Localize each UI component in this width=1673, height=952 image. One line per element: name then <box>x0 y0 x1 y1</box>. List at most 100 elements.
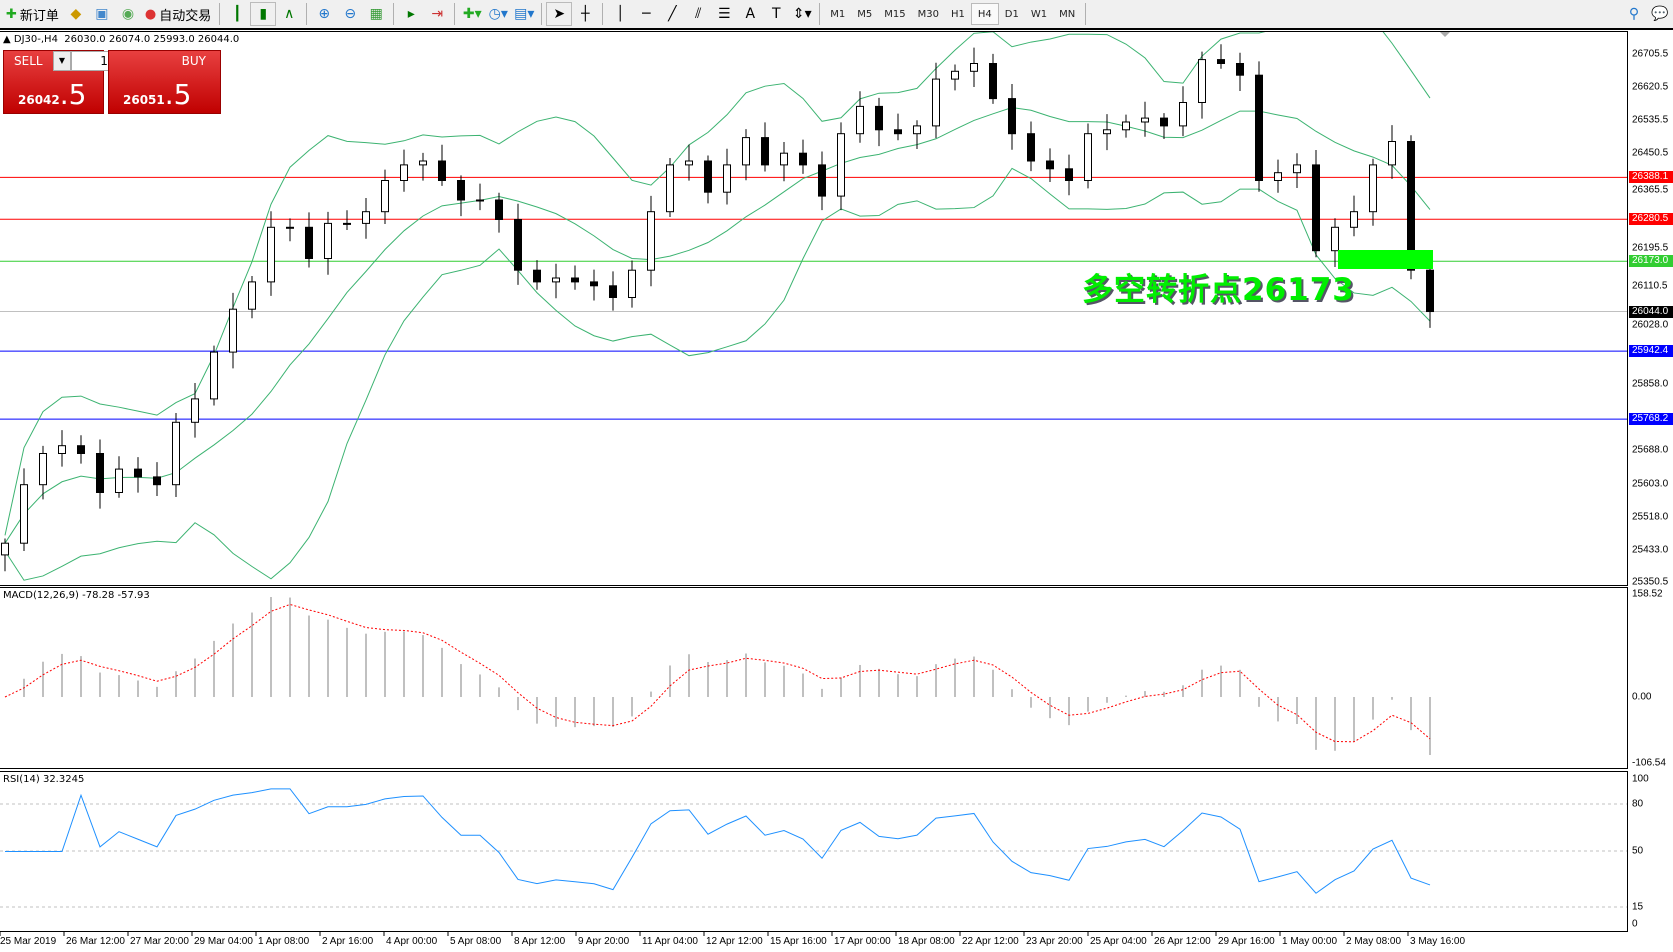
bull-candle <box>191 398 199 423</box>
rsi-axis-label: 15 <box>1632 901 1644 913</box>
text-label-icon[interactable]: T <box>772 6 781 22</box>
bull-candle <box>1103 129 1111 135</box>
bear-candle <box>77 445 85 454</box>
zoom-in-icon[interactable]: ⊕ <box>318 6 331 22</box>
time-axis-label: 27 Mar 20:00 <box>130 936 189 947</box>
bull-candle <box>780 152 788 166</box>
timeframe-m5[interactable]: M5 <box>857 8 873 20</box>
bull-candle <box>1369 164 1377 213</box>
bear-candle <box>457 179 465 201</box>
level-price-tag: 25942.4 <box>1629 345 1673 358</box>
bear-candle <box>305 226 313 259</box>
bollinger-lower <box>4 167 1431 581</box>
bull-candle <box>1 542 9 556</box>
bear-candle <box>1027 133 1035 162</box>
timeframe-h4[interactable]: H4 <box>970 3 999 25</box>
timeframe-bar: M1 M5 M15 M30 H1 H4 D1 W1 MN <box>824 3 1081 25</box>
bollinger-upper <box>4 32 1431 536</box>
horizontal-line-icon[interactable]: ─ <box>642 6 651 22</box>
auto-trading-button[interactable]: ● 自动交易 <box>144 6 212 24</box>
text-icon[interactable]: A <box>745 6 756 22</box>
chart-shift-icon[interactable]: ▸ <box>407 6 415 22</box>
bull-candle <box>324 222 332 259</box>
search-icon[interactable]: ⚲ <box>1628 6 1640 22</box>
price-axis-label: 26110.5 <box>1632 280 1668 292</box>
buy-button[interactable]: BUY 26051.5 <box>108 50 221 114</box>
channel-icon[interactable]: ⫽ <box>695 6 702 22</box>
vertical-line-icon[interactable]: │ <box>616 6 625 22</box>
bear-candle <box>1255 74 1263 181</box>
chat-icon[interactable]: 💬 <box>1651 6 1669 22</box>
indicators-icon[interactable]: ✚▾ <box>462 6 482 22</box>
macd-panel <box>0 587 1628 769</box>
bear-candle <box>533 269 541 283</box>
fibonacci-icon[interactable]: ☰ <box>718 6 731 22</box>
bear-candle <box>894 129 902 135</box>
bear-candle <box>1008 98 1016 135</box>
time-axis-label: 5 Apr 08:00 <box>450 936 502 947</box>
rsi-axis-label: 50 <box>1632 845 1644 857</box>
crosshair-icon[interactable]: ┼ <box>581 6 590 22</box>
pivot-zone-rectangle[interactable] <box>1338 250 1433 269</box>
time-axis-label: 1 Apr 08:00 <box>258 936 310 947</box>
bull-candle <box>1084 133 1092 181</box>
time-axis-label: 1 May 00:00 <box>1282 936 1338 947</box>
bear-candle <box>134 468 142 478</box>
cursor-icon[interactable]: ➤ <box>546 2 573 26</box>
bear-candle <box>761 137 769 166</box>
collapse-arrow-icon[interactable]: ▲ <box>3 34 11 45</box>
lot-decrease-button[interactable]: ▼ <box>53 51 71 71</box>
bull-candle <box>1179 101 1187 127</box>
trendline-icon[interactable]: ╱ <box>668 6 677 22</box>
price-axis-label: 25858.0 <box>1632 378 1669 390</box>
line-chart-icon[interactable]: ∧ <box>284 6 295 22</box>
bull-candle <box>1274 172 1282 181</box>
timeframe-m30[interactable]: M30 <box>917 8 939 20</box>
tile-windows-icon[interactable]: ▦ <box>369 6 383 22</box>
autoscroll-icon[interactable]: ⇥ <box>431 6 444 22</box>
new-order-button[interactable]: ✚ 新订单 <box>6 6 59 24</box>
signals-icon[interactable]: ◉ <box>121 6 135 22</box>
bull-candle <box>20 484 28 544</box>
bear-candle <box>1407 140 1415 271</box>
level-price-tag: 25768.2 <box>1629 413 1673 426</box>
rsi-axis-label: 80 <box>1632 798 1644 810</box>
zoom-out-icon[interactable]: ⊖ <box>344 6 357 22</box>
time-axis-label: 8 Apr 12:00 <box>514 936 566 947</box>
timeframe-d1[interactable]: D1 <box>1004 8 1019 20</box>
periods-icon[interactable]: ◷▾ <box>488 6 508 22</box>
bull-candle <box>172 421 180 486</box>
timeframe-h1[interactable]: H1 <box>951 8 965 20</box>
bull-candle <box>210 351 218 400</box>
time-axis-label: 26 Mar 12:00 <box>66 936 125 947</box>
chart-shift-marker-icon <box>1440 32 1450 37</box>
timeframe-m15[interactable]: M15 <box>884 8 906 20</box>
candlestick-icon[interactable]: ▮ <box>250 2 277 26</box>
bull-candle <box>837 133 845 197</box>
new-order-icon: ✚ <box>6 6 17 22</box>
bar-chart-icon[interactable]: ┃ <box>233 6 242 22</box>
terminal-icon[interactable]: ▣ <box>95 6 109 22</box>
templates-icon[interactable]: ▤▾ <box>514 6 535 22</box>
time-axis-label: 22 Apr 12:00 <box>962 936 1019 947</box>
bull-candle <box>723 164 731 193</box>
bull-candle <box>628 269 636 298</box>
history-icon[interactable]: ◆ <box>70 6 82 22</box>
bull-candle <box>400 164 408 181</box>
bull-candle <box>685 160 693 166</box>
bull-candle <box>1331 226 1339 252</box>
bear-candle <box>1065 168 1073 181</box>
timeframe-w1[interactable]: W1 <box>1030 8 1048 20</box>
bull-candle <box>1350 211 1358 228</box>
bull-candle <box>248 281 256 310</box>
bear-candle <box>571 277 579 283</box>
arrows-icon[interactable]: ⇕▾ <box>792 6 812 22</box>
bull-candle <box>552 277 560 283</box>
pivot-annotation[interactable]: 多空转折点26173 <box>1082 272 1355 308</box>
macd-axis-label: 158.52 <box>1632 588 1663 600</box>
macd-axis-label: 0.00 <box>1632 691 1652 703</box>
price-axis-label: 25603.0 <box>1632 478 1669 490</box>
timeframe-mn[interactable]: MN <box>1059 8 1076 20</box>
timeframe-m1[interactable]: M1 <box>830 8 846 20</box>
